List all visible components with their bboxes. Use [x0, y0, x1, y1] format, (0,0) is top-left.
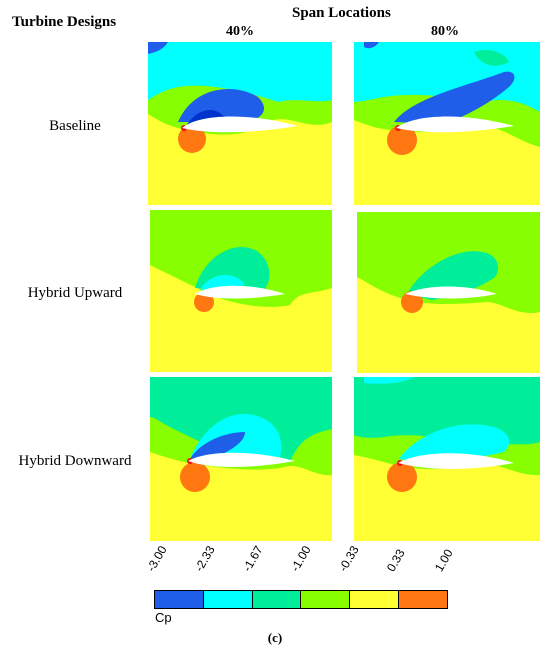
row-label-hybrid-downward: Hybrid Downward: [18, 453, 132, 469]
colorbar-tick-6: 0.33: [383, 546, 408, 574]
colorbar-swatch-2: [203, 591, 253, 608]
colorbar-tick-2: -2.33: [191, 543, 218, 574]
colorbar-tick-3: -1.67: [239, 543, 266, 574]
colorbar-label: Cp: [155, 610, 172, 625]
colorbar-tick-1: -3.00: [143, 543, 170, 574]
colorbar-swatch-5: [350, 591, 400, 608]
colorbar-swatch-6: [399, 591, 447, 608]
contour-hybrid-upward-80: [357, 212, 540, 373]
colorbar-tick-4: -1.00: [287, 543, 314, 574]
colorbar-swatch-1: [155, 591, 204, 608]
contour-hybrid-upward-40: [150, 210, 332, 372]
colorbar-swatch-3: [252, 591, 302, 608]
contour-baseline-40: [148, 42, 332, 205]
contour-hybrid-downward-40: [150, 377, 332, 541]
row-label-hybrid-upward: Hybrid Upward: [27, 285, 123, 301]
turbine-designs-title: Turbine Designs: [12, 14, 117, 30]
contour-hybrid-downward-80: [354, 377, 540, 541]
colorbar-tick-5: -0.33: [335, 543, 362, 574]
column-label-40: 40%: [226, 24, 254, 39]
colorbar: [154, 590, 448, 609]
column-label-80: 80%: [431, 24, 459, 39]
figure-caption: (c): [267, 630, 283, 645]
span-locations-title: Span Locations: [292, 5, 391, 21]
contour-baseline-80: [354, 42, 540, 205]
row-label-baseline: Baseline: [49, 118, 101, 134]
colorbar-tick-7: 1.00: [431, 546, 456, 574]
colorbar-swatch-4: [301, 591, 351, 608]
